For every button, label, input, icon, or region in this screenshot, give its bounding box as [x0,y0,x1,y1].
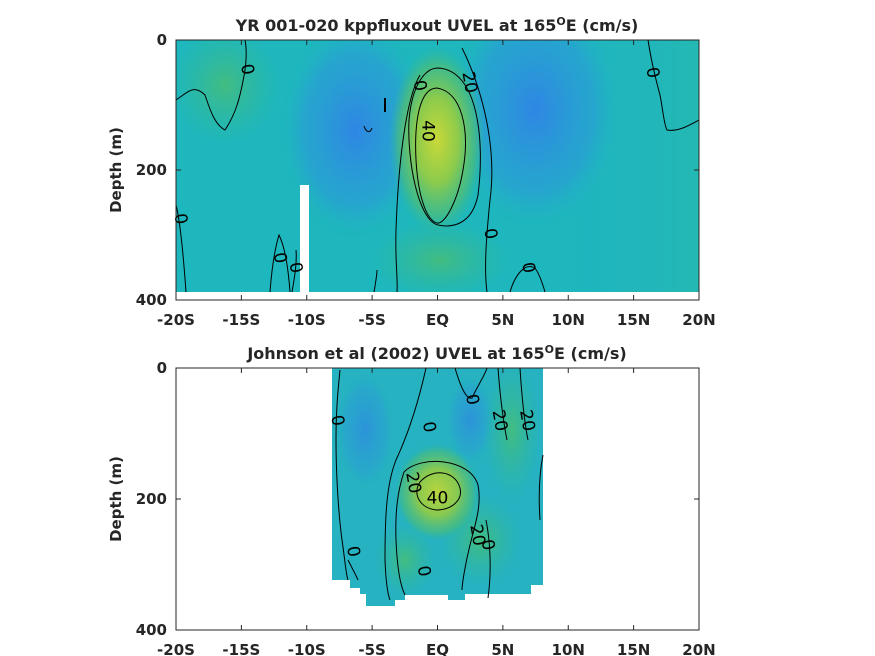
contour-lines-observed [335,367,544,601]
x-tick-label: -15S [222,311,260,329]
field-green-west [176,40,280,145]
x-tick-label: -5S [358,641,385,656]
contour-0-west-observed [335,369,349,581]
x-tick-label: 20N [682,641,715,656]
y-axis-label-model: Depth (m) [107,127,125,213]
y-tick-label: 0 [157,31,167,49]
x-tick-label: 20N [682,311,715,329]
velocity-field-observed [332,368,543,606]
y-axis-label-observed: Depth (m) [107,456,125,542]
x-tick-label: 15N [617,641,650,656]
contour-label: 20 [465,523,488,548]
x-tick-label: 15N [617,311,650,329]
undercurrent-core-observed [395,444,479,540]
x-tick-label: EQ [426,311,449,329]
contour-label: 0 [641,66,663,80]
contour-0-sw-b [269,233,291,293]
chart-title-observed: Johnson et al (2002) UVEL at 165OE (cm/s… [246,343,626,363]
y-tick-label: 400 [136,621,167,639]
contour-label: 0 [269,251,291,265]
contour-0-sw-c [291,249,297,293]
contour-0-east-observed [485,519,491,599]
contour-20-ne-observed [497,367,508,441]
field-blue-mid-observed [445,375,495,465]
contour-label: 0 [409,79,431,93]
contour-label: 40 [427,489,449,509]
x-tick-label: -5S [358,311,385,329]
missing-data-column [300,185,309,292]
contour-label: 20 [401,470,424,495]
contour-0-ne [647,39,700,131]
y-tick-label: 200 [136,490,167,508]
contour-label: 0 [479,227,501,241]
contour-label: 40 [417,120,437,142]
y-tick-label: 0 [157,359,167,377]
x-tick-label: -10S [288,311,326,329]
contour-0-sw-small [347,559,359,581]
x-tick-label: 5N [491,311,514,329]
x-tick-label: -20S [157,641,195,656]
field-blue-region-west [280,40,430,240]
contour-label: 0 [461,393,483,407]
contour-label: 0 [169,212,191,226]
x-ticks-model: -20S -15S -10S -5S EQ 5N 10N 15N 20N [157,40,716,329]
contour-label: 20 [488,408,511,433]
velocity-field-model [176,40,699,292]
contour-0-sw-a [175,204,187,293]
contour-label: 0 [418,420,440,434]
contour-0-nw [175,39,247,131]
field-blue-region-east [450,40,620,230]
y-tick-label: 400 [136,291,167,309]
x-tick-label: 10N [552,641,585,656]
field-green-depth [370,220,510,292]
contour-0-se [509,266,546,293]
x-ticks-observed: -20S -15S -10S -5S EQ 5N 10N 15N 20N [157,368,716,656]
contour-label: 0 [342,545,364,559]
chart-title-model: YR 001-020 kppfluxout UVEL at 165OE (cm/… [235,15,639,35]
contour-label: 0 [236,62,258,76]
contour-label: 0 [413,564,435,578]
x-tick-label: 10N [552,311,585,329]
contour-0-east-eq [461,47,493,293]
chart-panel-observed: Johnson et al (2002) UVEL at 165OE (cm/s… [107,343,716,656]
field-green-lower-observed [375,525,435,595]
contour-label: 0 [285,261,307,275]
field-blue-west-observed [335,370,395,490]
x-tick-label: -15S [222,641,260,656]
contour-0-west-eq [395,74,421,293]
contour-0-se-observed [538,454,544,521]
contour-40-model [415,87,466,224]
contour-20-observed [395,461,480,596]
chart-panel-model: YR 001-020 kppfluxout UVEL at 165OE (cm/… [107,15,716,329]
contour-0-midwest-observed [384,367,427,601]
contour-40-observed [416,472,461,511]
contour-label: 0 [326,414,348,428]
contour-label: 0 [477,538,499,552]
field-blank-edges [332,580,543,606]
x-tick-label: -20S [157,311,195,329]
contour-label: 20 [515,408,538,433]
x-tick-label: -10S [288,641,326,656]
contour-lines-model [175,39,700,293]
y-tick-label: 200 [136,161,167,179]
contour-label: 20 [457,70,480,95]
x-tick-label: EQ [426,641,449,656]
x-tick-label: 5N [491,641,514,656]
contour-label: 0 [517,261,539,275]
field-green-east-observed [484,368,540,500]
contour-0-mid-s [373,269,378,293]
contour-20-ne2-observed [519,367,529,441]
contour-20-model [408,67,481,227]
contour-0-fragment [363,125,373,133]
contour-0-mideast-observed [454,367,488,399]
